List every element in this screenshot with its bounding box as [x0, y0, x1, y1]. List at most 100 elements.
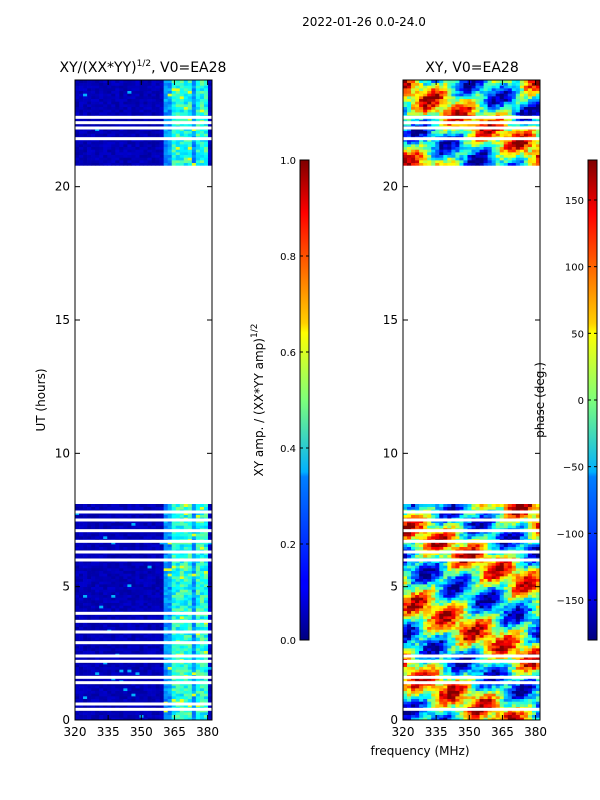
heatmap-cell [91, 576, 96, 580]
heatmap-cell [491, 696, 497, 700]
heatmap-cell [107, 682, 112, 686]
heatmap-cell [103, 578, 108, 582]
heatmap-cell [83, 149, 88, 153]
heatmap-cell [91, 581, 96, 585]
heatmap-cell [479, 696, 484, 700]
heatmap-cell [171, 122, 177, 126]
heatmap-cell [79, 594, 84, 598]
heatmap-cell [411, 709, 416, 713]
heatmap-cell [519, 669, 525, 673]
heatmap-cell [163, 661, 169, 665]
heatmap-cell [183, 613, 189, 617]
heatmap-cell [151, 661, 156, 665]
heatmap-cell [207, 594, 213, 598]
heatmap-cell [175, 554, 181, 558]
heatmap-cell [147, 101, 152, 105]
heatmap-cell [187, 586, 193, 590]
heatmap-cell [527, 677, 533, 681]
heatmap-cell [83, 544, 88, 548]
heatmap-cell [163, 637, 169, 641]
heatmap-cell [79, 573, 84, 577]
heatmap-cell [83, 568, 88, 572]
heatmap-cell [199, 704, 205, 708]
heatmap-cell [179, 669, 185, 673]
heatmap-cell [527, 701, 533, 705]
heatmap-cell [203, 648, 209, 652]
heatmap-cell [75, 144, 80, 148]
heatmap-cell [207, 109, 213, 113]
heatmap-cell [423, 632, 428, 636]
heatmap-cell [139, 133, 144, 137]
heatmap-cell [147, 506, 152, 510]
heatmap-cell [191, 661, 197, 665]
heatmap-cell [115, 696, 120, 700]
heatmap-cell [183, 568, 189, 572]
heatmap-cell [95, 109, 100, 113]
heatmap-cell [87, 578, 92, 582]
heatmap-cell [127, 642, 132, 646]
heatmap-cell [103, 90, 108, 94]
heatmap-cell [91, 642, 96, 646]
heatmap-cell [195, 530, 201, 534]
heatmap-cell [467, 701, 472, 705]
heatmap-cell [139, 626, 144, 630]
heatmap-cell [467, 656, 472, 660]
heatmap-cell [75, 506, 80, 510]
heatmap-cell [175, 560, 181, 564]
heatmap-cell [91, 685, 96, 689]
heatmap-cell [439, 717, 444, 721]
heatmap-cell [119, 504, 124, 508]
heatmap-cell [143, 637, 148, 641]
heatmap-cell [163, 704, 169, 708]
heatmap-cell [143, 522, 148, 526]
heatmap-cell [191, 594, 197, 598]
heatmap-cell [127, 690, 132, 694]
heatmap-cell [131, 608, 136, 612]
heatmap-cell [75, 688, 80, 692]
heatmap-cell [103, 682, 108, 686]
heatmap-cell [535, 637, 541, 641]
heatmap-cell [151, 506, 156, 510]
heatmap-cell [455, 664, 460, 668]
heatmap-cell [107, 109, 112, 113]
heatmap-cell [159, 109, 164, 113]
heatmap-cell [179, 573, 185, 577]
heatmap-cell [187, 90, 193, 94]
heatmap-cell [107, 128, 112, 132]
heatmap-cell [187, 594, 193, 598]
heatmap-cell [107, 626, 112, 630]
heatmap-cell [111, 624, 116, 628]
heatmap-cell [123, 533, 128, 537]
heatmap-cell [83, 565, 88, 569]
heatmap-cell [195, 682, 201, 686]
heatmap-cell [115, 634, 120, 638]
heatmap-cell [523, 688, 529, 692]
heatmap-cell [475, 648, 480, 652]
heatmap-cell [511, 669, 517, 673]
heatmap-cell [183, 130, 189, 134]
heatmap-cell [179, 704, 185, 708]
heatmap-cell [131, 96, 136, 100]
heatmap-cell [103, 130, 108, 134]
heatmap-cell [435, 701, 440, 705]
heatmap-cell [131, 93, 136, 97]
heatmap-cell [203, 696, 209, 700]
heatmap-cell [167, 714, 173, 718]
heatmap-cell [175, 546, 181, 550]
heatmap-cell [479, 648, 484, 652]
heatmap-cell [483, 712, 488, 716]
heatmap-cell [151, 560, 156, 564]
heatmap-cell [79, 112, 84, 116]
heatmap-cell [111, 650, 116, 654]
heatmap-cell [199, 568, 205, 572]
heatmap-cell [187, 576, 193, 580]
heatmap-cell [191, 80, 197, 84]
heatmap-cell [171, 669, 177, 673]
heatmap-cell [75, 530, 80, 534]
heatmap-cell [115, 117, 120, 121]
heatmap-cell [99, 709, 104, 713]
heatmap-cell [111, 698, 116, 702]
heatmap-cell [159, 560, 164, 564]
heatmap-cell [147, 117, 152, 121]
heatmap-cell [79, 677, 84, 681]
